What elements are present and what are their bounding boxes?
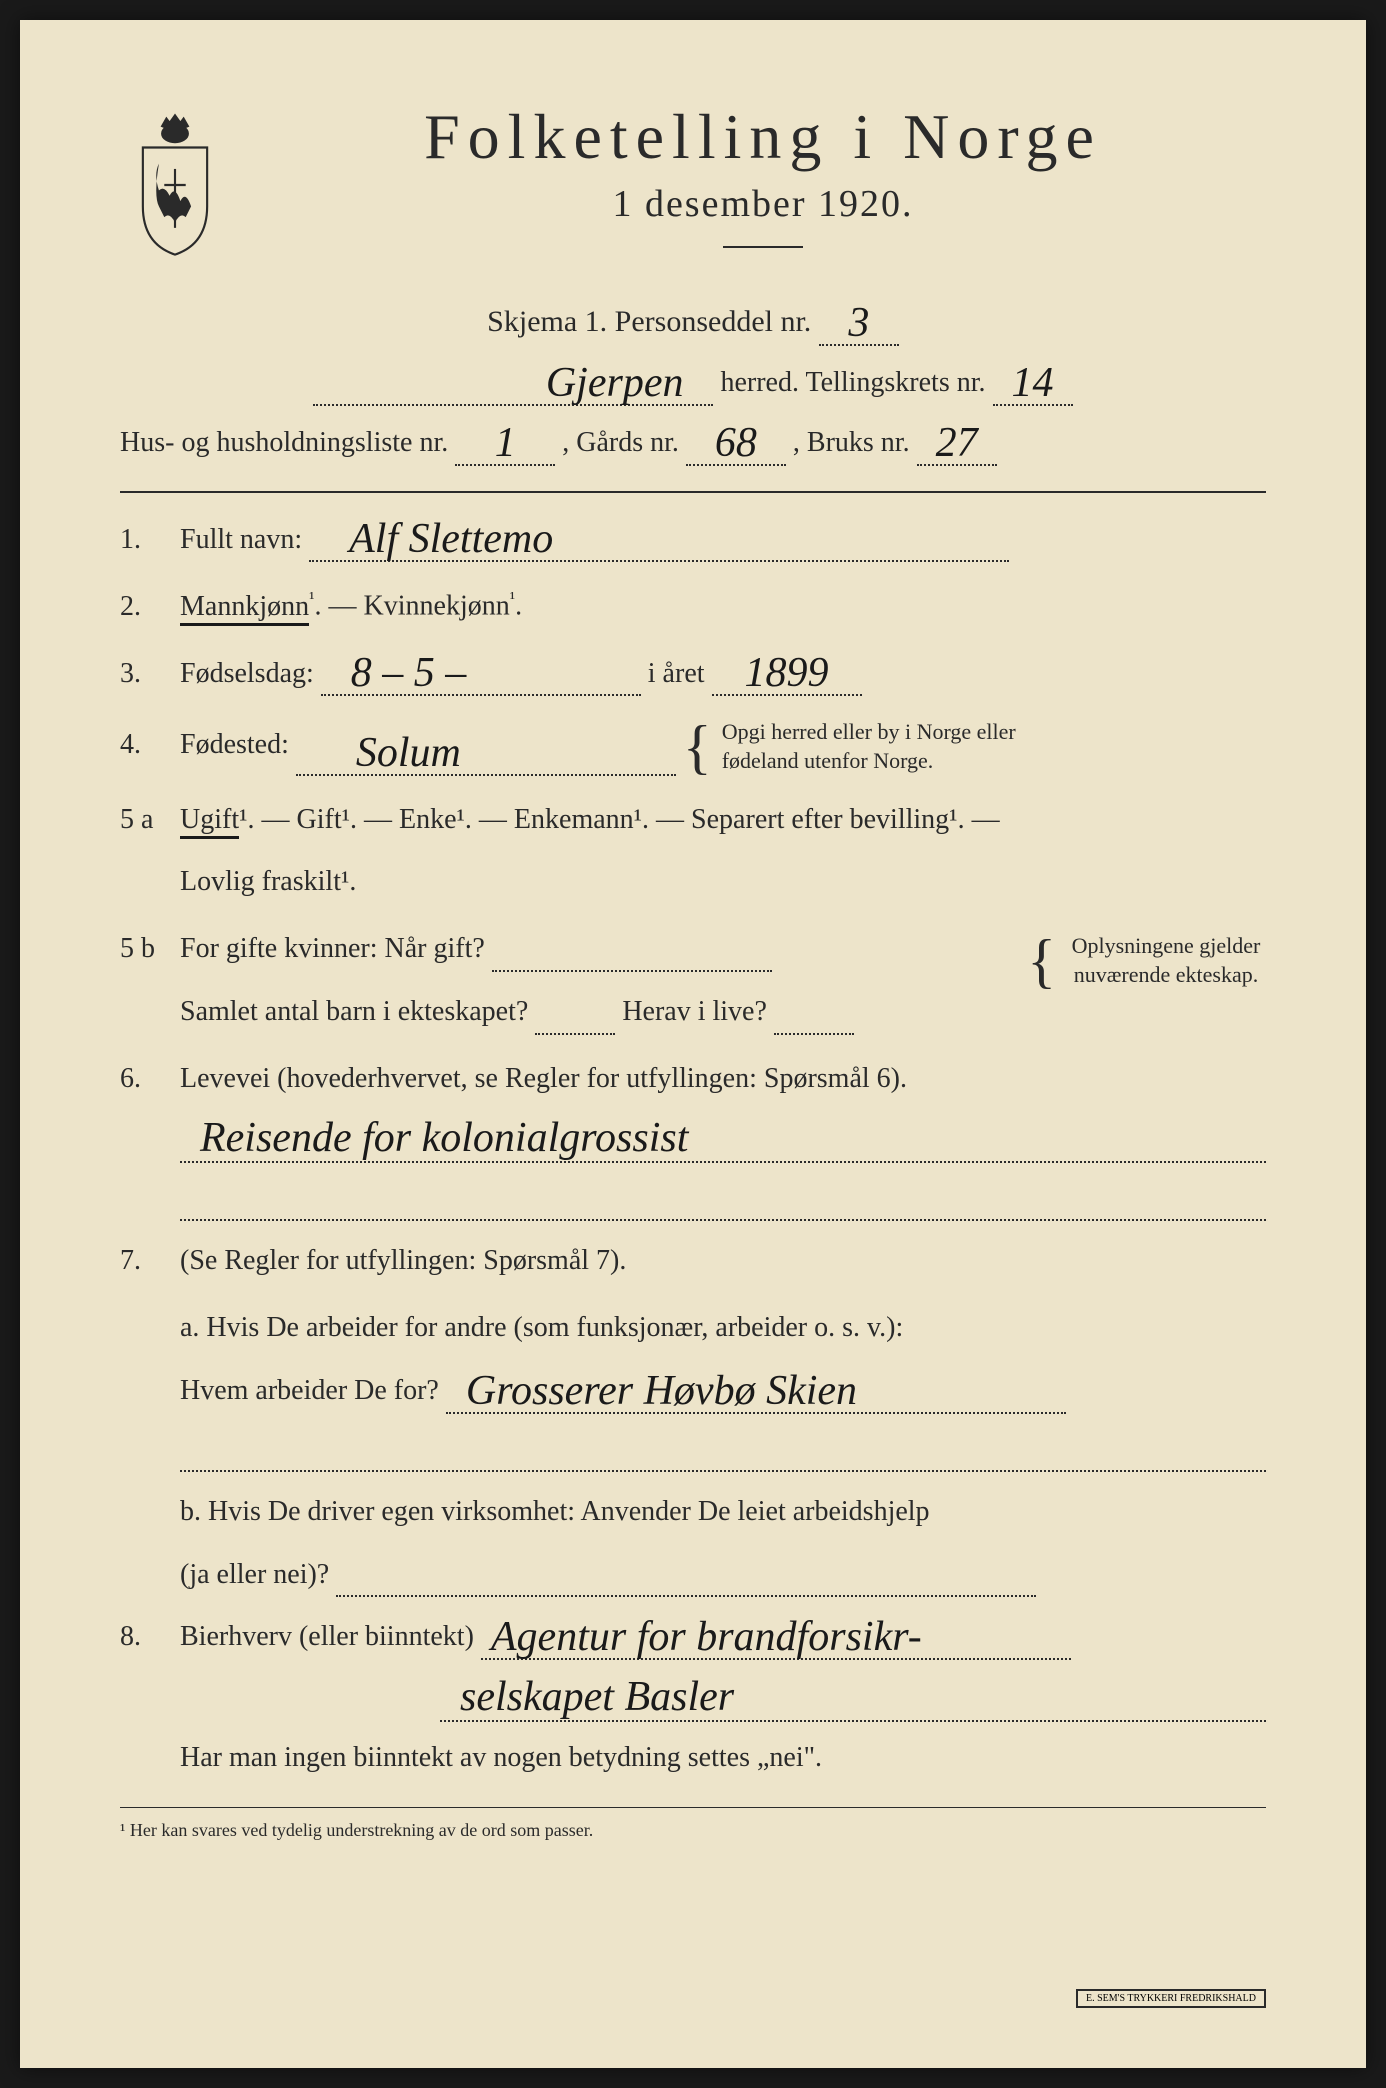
gards-nr: 68 — [686, 422, 786, 466]
q5a-num: 5 a — [120, 798, 180, 843]
q7b-label2: (ja eller nei)? — [180, 1559, 329, 1590]
q7-row: 7. (Se Regler for utfyllingen: Spørsmål … — [120, 1239, 1266, 1284]
birth-day: 8 – 5 – — [321, 652, 641, 696]
q6-label: Levevei (hovederhvervet, se Regler for u… — [180, 1063, 907, 1094]
q1-row: 1. Fullt navn: Alf Slettemo — [120, 518, 1266, 563]
herred-name: Gjerpen — [313, 362, 713, 406]
q6-num: 6. — [120, 1057, 180, 1102]
form-body: Skjema 1. Personseddel nr. 3 Gjerpen her… — [120, 298, 1266, 1844]
brace-icon: { — [1027, 946, 1056, 976]
hus-line: Hus- og husholdningsliste nr. 1 , Gårds … — [120, 421, 1266, 466]
q5a-row: 5 a Ugift¹. — Gift¹. — Enke¹. — Enkemann… — [120, 798, 1266, 906]
q1-label: Fullt navn: — [180, 524, 302, 555]
q8-num: 8. — [120, 1615, 180, 1660]
q7-num: 7. — [120, 1239, 180, 1284]
q3-row: 3. Fødselsdag: 8 – 5 – i året 1899 — [120, 652, 1266, 697]
q5b-live — [774, 1033, 854, 1035]
title-divider — [723, 246, 803, 248]
section-divider — [120, 491, 1266, 493]
q5b-row: 5 b For gifte kvinner: Når gift? Samlet … — [120, 927, 1266, 1035]
subtitle: 1 desember 1920. — [260, 182, 1266, 226]
q8-line2: selskapet Basler — [440, 1682, 1266, 1722]
q2-mannkjonn: Mannkjønn — [180, 591, 309, 626]
q5b-num: 5 b — [120, 927, 180, 972]
q3-label2: i året — [648, 658, 705, 689]
q4-row: 4. Fødested: Solum { Opgi herred eller b… — [120, 718, 1266, 775]
full-name: Alf Slettemo — [309, 518, 1009, 562]
q2-num: 2. — [120, 585, 180, 630]
q7a: a. Hvis De arbeider for andre (som funks… — [180, 1306, 1266, 1414]
skjema-label: Skjema 1. Personseddel nr. — [487, 305, 811, 338]
q7a-blank-line — [180, 1432, 1266, 1472]
q7-label: (Se Regler for utfyllingen: Spørsmål 7). — [180, 1245, 626, 1276]
birthplace: Solum — [296, 732, 676, 776]
q5b-label1: For gifte kvinner: Når gift? — [180, 933, 485, 964]
q8-row: 8. Bierhverv (eller biinntekt) Agentur f… — [120, 1615, 1266, 1660]
q5a-ugift: Ugift — [180, 804, 239, 839]
q7a-label: a. Hvis De arbeider for andre (som funks… — [180, 1312, 903, 1343]
herred-label: herred. Tellingskrets nr. — [720, 367, 985, 398]
q3-label1: Fødselsdag: — [180, 658, 314, 689]
q5b-barn — [535, 1033, 615, 1035]
title-block: Folketelling i Norge 1 desember 1920. — [260, 100, 1266, 278]
occupation: Reisende for kolonialgrossist — [200, 1117, 688, 1159]
q5b-label2: Samlet antal barn i ekteskapet? — [180, 996, 528, 1027]
footnote: ¹ Her kan svares ved tydelig understrekn… — [120, 1807, 1266, 1845]
bruks-nr: 27 — [917, 422, 997, 466]
q1-num: 1. — [120, 518, 180, 563]
husliste-label: Hus- og husholdningsliste nr. — [120, 427, 448, 458]
q7b-answer — [336, 1595, 1036, 1597]
norway-coat-of-arms-icon — [120, 110, 230, 260]
gards-label: , Gårds nr. — [562, 427, 679, 458]
main-title: Folketelling i Norge — [260, 100, 1266, 174]
brace-icon: { — [683, 732, 712, 762]
q7b: b. Hvis De driver egen virksomhet: Anven… — [180, 1490, 1266, 1598]
q5b-label3: Herav i live? — [622, 996, 767, 1027]
q4-note: Opgi herred eller by i Norge eller fødel… — [722, 718, 1042, 775]
census-form-page: Folketelling i Norge 1 desember 1920. Sk… — [20, 20, 1366, 2068]
q6-answer-line: Reisende for kolonialgrossist — [180, 1123, 1266, 1163]
q4-label: Fødested: — [180, 729, 289, 760]
printer-stamp: E. SEM'S TRYKKERI FREDRIKSHALD — [1076, 1989, 1266, 2008]
herred-line: Gjerpen herred. Tellingskrets nr. 14 — [120, 361, 1266, 406]
q7a-label2: Hvem arbeider De for? — [180, 1375, 439, 1406]
header: Folketelling i Norge 1 desember 1920. — [120, 100, 1266, 278]
personseddel-nr: 3 — [819, 302, 899, 346]
q8-label: Bierhverv (eller biinntekt) — [180, 1621, 474, 1652]
employer: Grosserer Høvbø Skien — [446, 1370, 1066, 1414]
q6-blank-line — [180, 1181, 1266, 1221]
q6-row: 6. Levevei (hovederhvervet, se Regler fo… — [120, 1057, 1266, 1102]
q4-num: 4. — [120, 723, 180, 768]
q5b-gift-year — [492, 970, 772, 972]
q5a-line2: Lovlig fraskilt¹. — [180, 860, 1266, 905]
q8-note: Har man ingen biinntekt av nogen betydni… — [180, 1740, 1266, 1776]
secondary-occupation-2: selskapet Basler — [460, 1676, 734, 1718]
q2-row: 2. Mannkjønn¹. — Kvinnekjønn¹. — [120, 584, 1266, 629]
skjema-line: Skjema 1. Personseddel nr. 3 — [120, 298, 1266, 346]
tellingskrets-nr: 14 — [993, 362, 1073, 406]
bruks-label: , Bruks nr. — [793, 427, 910, 458]
q2-kvinnekjonn: Kvinnekjønn — [364, 591, 510, 622]
q5b-note: Oplysningene gjelder nuværende ekteskap. — [1066, 932, 1266, 989]
q7b-label: b. Hvis De driver egen virksomhet: Anven… — [180, 1496, 930, 1527]
secondary-occupation-1: Agentur for brandforsikr- — [481, 1616, 1071, 1660]
birth-year: 1899 — [712, 652, 862, 696]
husliste-nr: 1 — [455, 422, 555, 466]
q3-num: 3. — [120, 652, 180, 697]
